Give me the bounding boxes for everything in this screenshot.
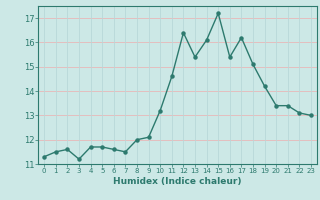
X-axis label: Humidex (Indice chaleur): Humidex (Indice chaleur) xyxy=(113,177,242,186)
